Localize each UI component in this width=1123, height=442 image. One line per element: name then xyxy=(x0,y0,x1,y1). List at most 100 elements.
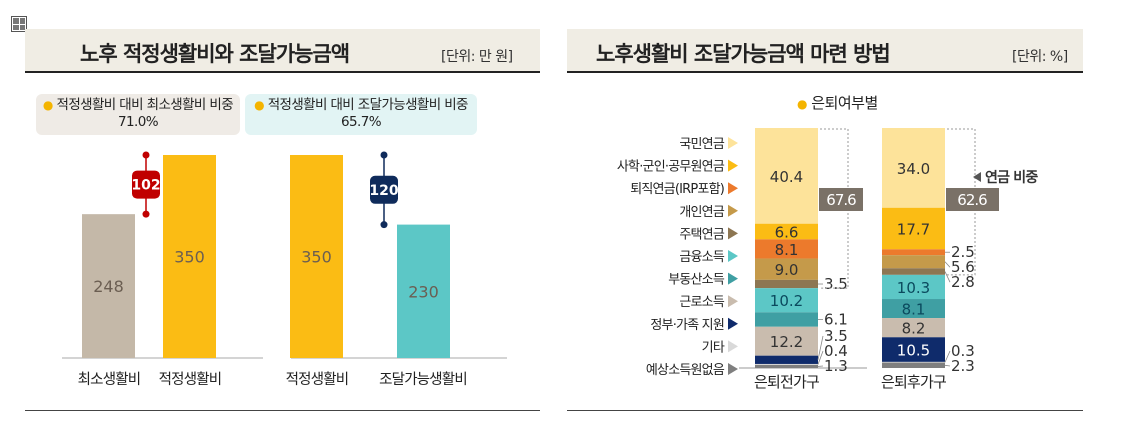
leader-line xyxy=(944,350,951,363)
legend-title-text: 은퇴여부별 xyxy=(811,94,878,112)
bullet-icon: ● xyxy=(797,97,807,111)
leader-line xyxy=(944,271,951,283)
segment-value: 2.5 xyxy=(951,243,975,261)
difference-dot xyxy=(142,151,150,159)
difference-badge xyxy=(370,175,398,204)
segment-value: 34.0 xyxy=(897,160,930,178)
grid-icon[interactable] xyxy=(11,16,27,32)
stack-segment-금융소득 xyxy=(755,288,818,313)
ratio-label: 적정생활비 대비 최소생활비 비중 xyxy=(56,97,234,113)
stack-segment-예상소득원없음 xyxy=(755,364,818,368)
legend-arrow-icon xyxy=(728,295,738,308)
difference-value: 120 xyxy=(369,183,398,199)
stack-segment-주택연금 xyxy=(882,268,945,275)
bar-value: 350 xyxy=(174,248,205,267)
stack-segment-정부·가족 지원 xyxy=(755,355,818,364)
stack-segment-국민연금 xyxy=(882,128,945,208)
left-header xyxy=(25,29,540,73)
leader-line xyxy=(944,261,951,268)
stack-segment-금융소득 xyxy=(882,274,945,300)
bullet-icon: ● xyxy=(254,98,264,112)
segment-value: 10.3 xyxy=(897,279,930,297)
pointer-arrow-icon xyxy=(973,172,981,182)
legend-arrow-icon xyxy=(728,137,738,149)
legend-arrow-icon xyxy=(728,363,738,375)
segment-value: 5.6 xyxy=(951,258,975,276)
legend-arrow-icon xyxy=(728,317,738,330)
difference-dot xyxy=(380,221,388,229)
legend-label: 근로소득 xyxy=(679,295,724,310)
legend-label: 금융소득 xyxy=(679,250,724,265)
ratio-box-min: ● 적정생활비 대비 최소생활비 비중 71.0% xyxy=(36,94,240,135)
legend-label: 퇴직연금(IRP포함) xyxy=(630,182,724,197)
segment-value: 1.3 xyxy=(824,357,848,375)
legend-label: 정부·가족 지원 xyxy=(650,318,724,333)
right-title: 노후생활비 조달가능금액 마련 방법 xyxy=(596,42,891,66)
stack-segment-퇴직연금(IRP포함) xyxy=(882,249,945,256)
bar-value: 350 xyxy=(301,248,332,267)
segment-value: 2.8 xyxy=(951,273,975,291)
stack-segment-부동산소득 xyxy=(882,299,945,319)
stack-segment-개인연금 xyxy=(882,255,945,269)
bar-조달가능생활비 xyxy=(397,224,450,358)
difference-value: 102 xyxy=(131,178,160,194)
legend-arrow-icon xyxy=(728,340,738,353)
x-tick-label: 은퇴전가구 xyxy=(754,373,819,391)
legend-label: 개인연금 xyxy=(679,205,724,220)
leader-line xyxy=(817,350,824,365)
legend-title: ● 은퇴여부별 xyxy=(797,92,878,113)
segment-value: 2.3 xyxy=(951,357,975,375)
pension-share-value: 62.6 xyxy=(957,191,987,209)
segment-value: 0.4 xyxy=(824,342,848,360)
stack-segment-기타 xyxy=(755,363,818,365)
segment-value: 10.5 xyxy=(897,342,930,360)
x-tick-label: 적정생활비 xyxy=(286,371,349,388)
left-unit: [단위: 만 원] xyxy=(441,49,513,65)
legend-arrow-icon xyxy=(728,204,738,217)
stack-segment-사학·군인·공무원연금 xyxy=(755,223,818,240)
segment-value: 3.5 xyxy=(824,327,848,345)
left-title: 노후 적정생활비와 조달가능금액 xyxy=(80,42,350,66)
stack-segment-기타 xyxy=(882,361,945,363)
segment-value: 40.4 xyxy=(770,168,803,186)
legend-label: 국민연금 xyxy=(679,137,724,152)
legend-label: 부동산소득 xyxy=(668,273,725,288)
legend-arrow-icon xyxy=(728,250,738,262)
legend-label: 기타 xyxy=(702,340,725,355)
stack-segment-근로소득 xyxy=(882,318,945,338)
segment-value: 9.0 xyxy=(775,261,799,279)
legend-arrow-icon xyxy=(728,159,738,172)
segment-value: 10.2 xyxy=(770,292,803,310)
pension-share-value: 67.6 xyxy=(826,191,856,209)
segment-value: 8.2 xyxy=(902,320,926,338)
pension-share-badge xyxy=(819,188,863,211)
stack-segment-국민연금 xyxy=(755,128,818,224)
segment-value: 0.3 xyxy=(951,342,975,360)
segment-value: 8.1 xyxy=(902,301,926,319)
segment-value: 3.5 xyxy=(824,275,848,293)
legend-label: 사학·군인·공무원연금 xyxy=(617,160,725,175)
legend-arrow-icon xyxy=(728,227,738,240)
stack-segment-퇴직연금(IRP포함) xyxy=(755,239,818,259)
difference-badge xyxy=(132,170,160,199)
stack-segment-정부·가족 지원 xyxy=(882,337,945,362)
bar-value: 230 xyxy=(408,282,439,301)
leader-line xyxy=(817,335,824,360)
stack-segment-예상소득원없음 xyxy=(882,362,945,368)
difference-dot xyxy=(380,151,388,159)
segment-value: 12.2 xyxy=(770,333,803,351)
legend-label: 예상소득원없음 xyxy=(646,363,725,378)
bar-value: 248 xyxy=(93,277,124,296)
ratio-value: 71.0% xyxy=(118,114,158,130)
right-divider xyxy=(567,410,1083,411)
segment-value: 6.1 xyxy=(824,311,848,329)
stack-segment-부동산소득 xyxy=(755,312,818,327)
segment-value: 8.1 xyxy=(775,241,799,259)
x-tick-label: 조달가능생활비 xyxy=(379,371,467,388)
pension-bracket xyxy=(820,128,849,289)
ratio-box-available: ● 적정생활비 대비 조달가능생활비 비중 65.7% xyxy=(245,94,477,135)
stack-segment-사학·군인·공무원연금 xyxy=(882,207,945,250)
living-cost-chart: 248 350 350 230 최소생활비 적정생활비 적정생활비 조달가능생활비 102 120 xyxy=(62,151,507,388)
leader-line xyxy=(944,364,951,367)
